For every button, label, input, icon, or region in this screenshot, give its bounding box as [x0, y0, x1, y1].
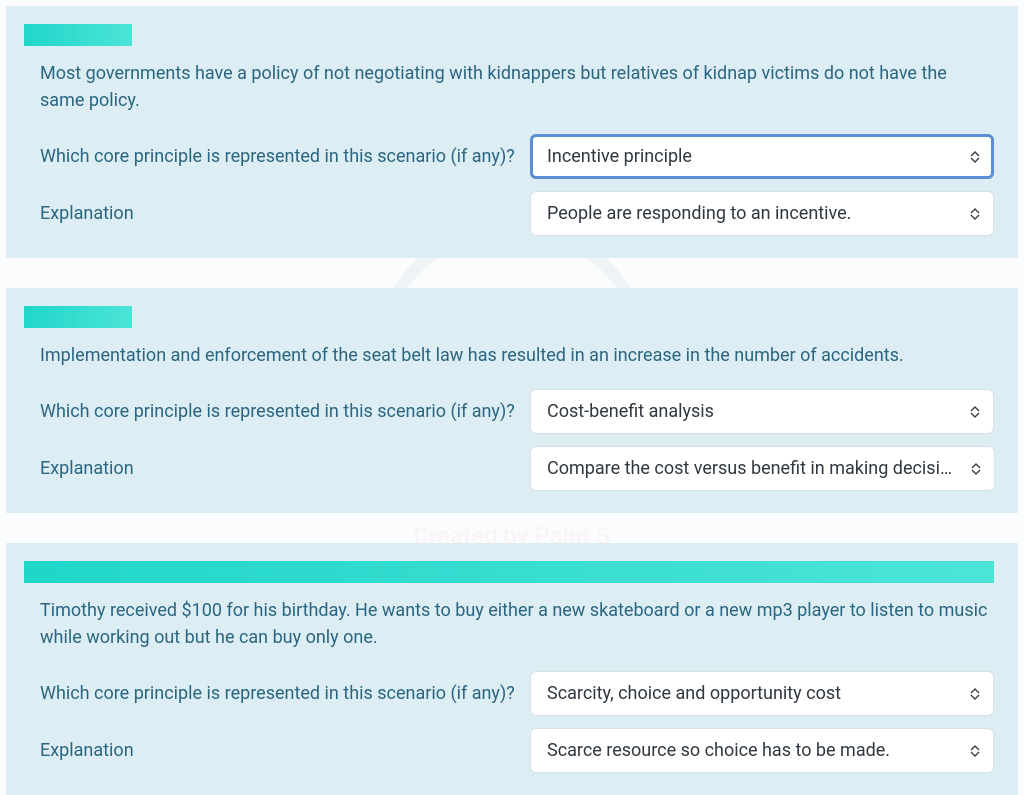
principle-row: Which core principle is represented in t… [40, 389, 994, 434]
explanation-select[interactable]: Scarce resource so choice has to be made… [530, 728, 994, 773]
explanation-label: Explanation [40, 740, 520, 761]
explanation-select[interactable]: People are responding to an incentive. [530, 191, 994, 236]
explanation-select-wrapper: People are responding to an incentive. [530, 191, 994, 236]
principle-select-wrapper: Incentive principle [530, 134, 994, 179]
explanation-select[interactable]: Compare the cost versus benefit in makin… [530, 446, 995, 491]
principle-label: Which core principle is represented in t… [40, 683, 520, 704]
principle-select[interactable]: Cost-benefit analysis [530, 389, 994, 434]
principle-row: Which core principle is represented in t… [40, 134, 994, 179]
principle-label: Which core principle is represented in t… [40, 401, 520, 422]
principle-select-wrapper: Cost-benefit analysis [530, 389, 994, 434]
explanation-row: Explanation Scarce resource so choice ha… [40, 728, 994, 773]
card-header-bar [24, 561, 994, 583]
explanation-select-wrapper: Compare the cost versus benefit in makin… [530, 446, 995, 491]
scenario-card: Implementation and enforcement of the se… [6, 288, 1018, 513]
principle-row: Which core principle is represented in t… [40, 671, 994, 716]
explanation-row: Explanation People are responding to an … [40, 191, 994, 236]
principle-label: Which core principle is represented in t… [40, 146, 520, 167]
principle-select-wrapper: Scarcity, choice and opportunity cost [530, 671, 994, 716]
principle-select[interactable]: Incentive principle [530, 134, 994, 179]
explanation-row: Explanation Compare the cost versus bene… [40, 446, 994, 491]
card-header-bar [24, 306, 132, 328]
explanation-label: Explanation [40, 458, 520, 479]
scenario-text: Timothy received $100 for his birthday. … [40, 597, 994, 651]
principle-select[interactable]: Scarcity, choice and opportunity cost [530, 671, 994, 716]
scenario-card: Most governments have a policy of not ne… [6, 6, 1018, 258]
card-header-bar [24, 24, 132, 46]
scenario-card: Timothy received $100 for his birthday. … [6, 543, 1018, 795]
scenario-text: Most governments have a policy of not ne… [40, 60, 994, 114]
scenario-text: Implementation and enforcement of the se… [40, 342, 994, 369]
explanation-label: Explanation [40, 203, 520, 224]
explanation-select-wrapper: Scarce resource so choice has to be made… [530, 728, 994, 773]
